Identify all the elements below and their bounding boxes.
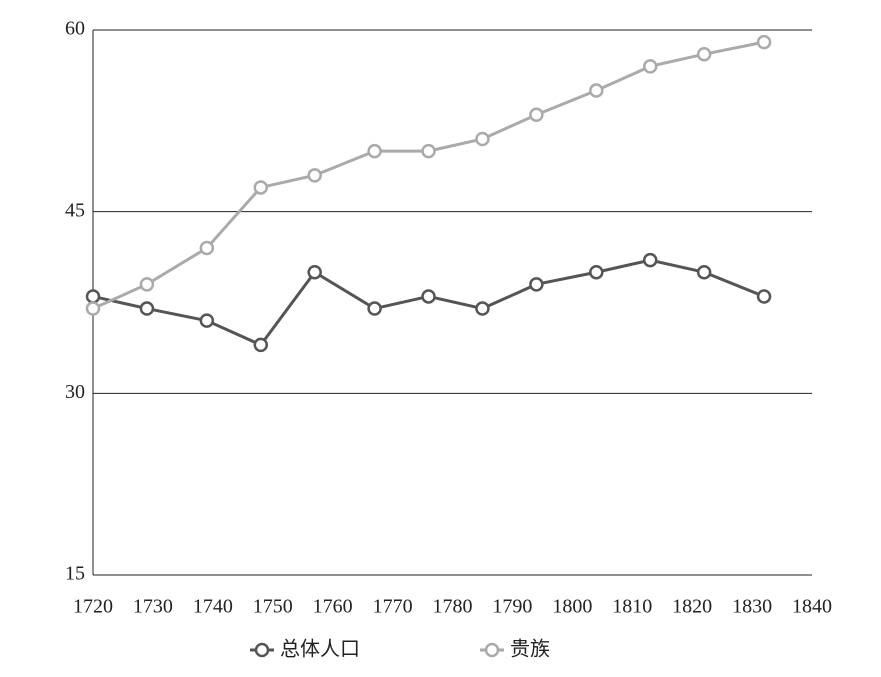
x-tick-label: 1820	[672, 596, 712, 618]
point	[307, 168, 322, 183]
point	[475, 131, 490, 147]
point	[756, 34, 772, 50]
x-tick-label: 1730	[133, 596, 173, 618]
x-tick-label: 1790	[492, 596, 532, 618]
legend-marker	[254, 642, 270, 658]
point	[421, 143, 436, 159]
y-tick-label: 60	[65, 18, 85, 40]
x-tick-label: 1810	[612, 596, 652, 618]
point	[589, 83, 604, 98]
x-tick-label: 1800	[552, 596, 592, 618]
point	[253, 337, 269, 353]
point	[642, 59, 658, 74]
legend-label: 贵族	[510, 637, 550, 661]
x-tick-label: 1750	[253, 596, 293, 618]
point	[696, 264, 712, 280]
point	[696, 46, 712, 62]
point	[85, 301, 101, 316]
point	[307, 264, 322, 280]
point	[642, 252, 658, 268]
legend-marker	[484, 642, 500, 658]
x-tick-label: 1840	[792, 596, 832, 618]
point	[529, 107, 544, 123]
y-tick-label: 45	[65, 199, 85, 221]
point	[85, 289, 101, 304]
x-tick-label: 1760	[313, 596, 353, 618]
point	[421, 289, 436, 304]
point	[253, 180, 269, 195]
point	[139, 277, 155, 292]
point	[199, 240, 215, 256]
y-tick-label: 30	[65, 381, 85, 403]
point	[475, 301, 490, 316]
point	[199, 313, 215, 328]
point	[367, 143, 382, 159]
point	[589, 264, 604, 280]
legend-label: 总体人口	[280, 637, 360, 661]
x-tick-label: 1720	[73, 596, 113, 618]
point	[367, 301, 382, 316]
x-tick-label: 1740	[193, 596, 233, 618]
x-tick-label: 1770	[373, 596, 413, 618]
point	[756, 289, 772, 304]
point	[529, 277, 544, 292]
series-line	[92, 40, 765, 310]
x-tick-label: 1780	[433, 596, 473, 618]
y-tick-label: 15	[65, 563, 85, 585]
point	[139, 301, 155, 316]
x-tick-label: 1830	[732, 596, 772, 618]
